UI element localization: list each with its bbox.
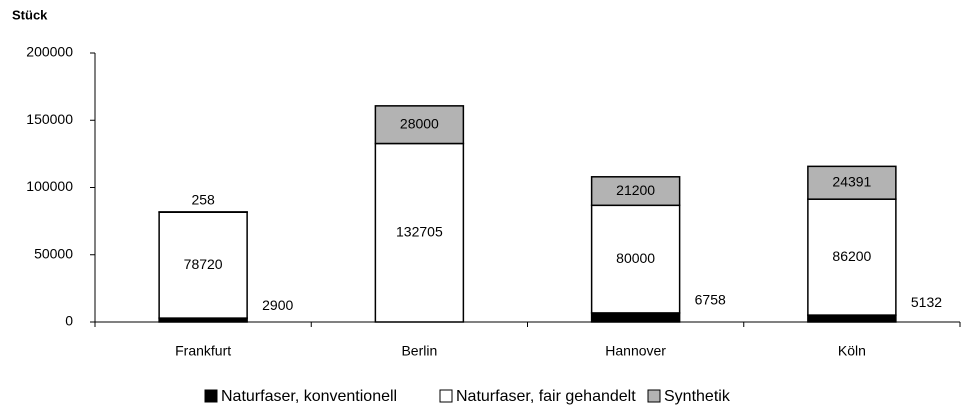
legend-label: Naturfaser, konventionell bbox=[221, 388, 397, 405]
legend-label: Synthetik bbox=[664, 388, 731, 405]
data-label: 2900 bbox=[262, 297, 293, 313]
bar-segment bbox=[807, 165, 897, 200]
legend-swatch bbox=[204, 389, 218, 403]
legend-swatch bbox=[439, 389, 453, 403]
bar-segment bbox=[807, 198, 897, 316]
bar-segment bbox=[590, 176, 681, 207]
data-label: 258 bbox=[191, 192, 215, 208]
data-label: 86200 bbox=[832, 248, 871, 264]
data-label: 21200 bbox=[616, 182, 655, 198]
x-tick-label: Hannover bbox=[605, 343, 666, 359]
x-tick-label: Köln bbox=[838, 343, 866, 359]
data-label: 28000 bbox=[400, 115, 439, 131]
y-tick-label: 100000 bbox=[26, 178, 73, 194]
legend-label: Naturfaser, fair gehandelt bbox=[456, 388, 636, 405]
data-label: 78720 bbox=[184, 256, 223, 272]
data-label: 80000 bbox=[616, 250, 655, 266]
y-tick-label: 200000 bbox=[26, 44, 73, 60]
y-axis-label: Stück bbox=[12, 7, 48, 22]
data-label: 5132 bbox=[911, 294, 942, 310]
x-tick-label: Frankfurt bbox=[175, 343, 231, 359]
y-tick-label: 150000 bbox=[26, 111, 73, 127]
x-tick-label: Berlin bbox=[401, 343, 437, 359]
bar-segment bbox=[590, 312, 681, 323]
data-label: 132705 bbox=[396, 223, 443, 239]
y-tick-label: 50000 bbox=[34, 245, 73, 261]
bar-segment bbox=[807, 314, 897, 323]
data-label: 6758 bbox=[695, 292, 726, 308]
y-tick-label: 0 bbox=[65, 313, 73, 329]
bar-segment bbox=[374, 105, 465, 145]
legend-swatch bbox=[647, 389, 661, 403]
data-label: 24391 bbox=[832, 173, 871, 189]
